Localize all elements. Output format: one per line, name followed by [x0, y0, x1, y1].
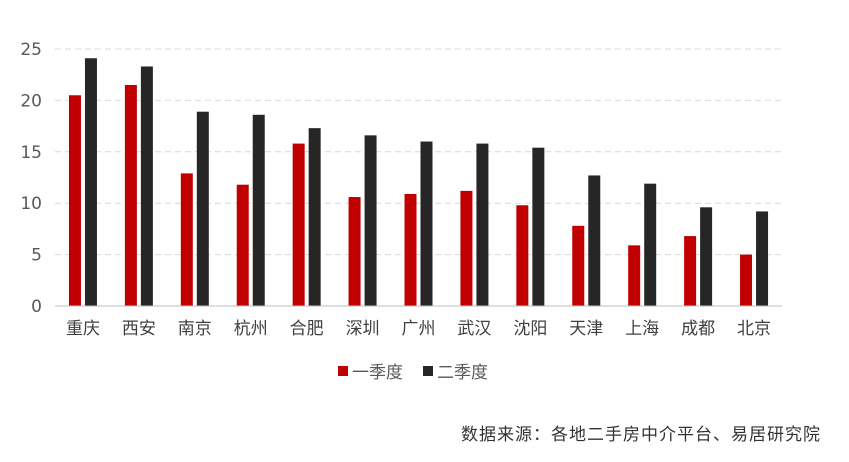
y-tick-label: 0 — [31, 297, 42, 317]
x-tick-label: 南京 — [178, 319, 212, 339]
bar-q2 — [756, 211, 769, 306]
bar-q2 — [364, 135, 377, 306]
y-tick-label: 5 — [31, 246, 42, 266]
y-tick-label: 15 — [20, 143, 42, 163]
y-tick-label: 10 — [20, 194, 42, 214]
legend-swatch-q1 — [338, 365, 348, 376]
bar-q1 — [348, 197, 361, 306]
bar-q2 — [588, 175, 601, 306]
x-tick-label: 上海 — [625, 319, 659, 339]
bar-q1 — [628, 245, 641, 306]
legend-item-q2: 二季度 — [423, 358, 488, 383]
x-tick-label: 北京 — [737, 319, 771, 339]
bar-q2 — [476, 143, 489, 306]
bar-q1 — [460, 190, 473, 306]
legend-label-q2: 二季度 — [437, 363, 488, 383]
bar-q1 — [516, 205, 529, 306]
bar-q2 — [700, 207, 713, 306]
bar-q1 — [236, 184, 249, 306]
source-note: 数据来源：各地二手房中介平台、易居研究院 — [461, 425, 821, 445]
bar-q2 — [196, 111, 209, 306]
grid-lines — [55, 48, 782, 256]
x-tick-label: 西安 — [122, 319, 156, 339]
x-tick-label: 广州 — [402, 319, 436, 339]
legend-label-q1: 一季度 — [352, 363, 403, 383]
x-tick-label: 重庆 — [66, 319, 100, 339]
bar-q2 — [308, 128, 321, 306]
bar-q1 — [572, 225, 585, 306]
bar-q2 — [140, 66, 153, 306]
bar-q2 — [644, 183, 657, 306]
bar-q1 — [740, 254, 753, 306]
bar-q2 — [84, 58, 97, 306]
x-tick-label: 成都 — [681, 319, 715, 339]
x-tick-label: 合肥 — [290, 319, 324, 339]
bar-q2 — [252, 114, 265, 307]
bar-q1 — [684, 236, 697, 306]
legend-item-q1: 一季度 — [338, 358, 403, 383]
bar-q1 — [404, 193, 417, 306]
x-tick-label: 杭州 — [234, 319, 268, 339]
bar-q1 — [124, 84, 137, 306]
x-tick-label: 天津 — [569, 319, 603, 339]
x-tick-label: 深圳 — [346, 319, 380, 339]
x-tick-label: 武汉 — [457, 319, 491, 339]
y-tick-label: 20 — [20, 91, 42, 111]
bar-q2 — [532, 147, 545, 306]
x-axis: 重庆 西安 南京 杭州 合肥 深圳 广州 武汉 沈阳 天津 上海 成都 北京 — [55, 305, 782, 339]
bar-q1 — [292, 143, 305, 306]
y-tick-label: 25 — [20, 40, 42, 60]
legend: 一季度 二季度 — [338, 358, 508, 383]
bar-q1 — [68, 95, 81, 306]
bars — [68, 58, 769, 307]
legend-swatch-q2 — [423, 365, 433, 376]
y-axis: 0 5 10 15 20 25 — [20, 40, 42, 317]
bar-q1 — [180, 173, 193, 306]
x-tick-label: 沈阳 — [513, 319, 547, 339]
bar-q2 — [420, 141, 433, 306]
